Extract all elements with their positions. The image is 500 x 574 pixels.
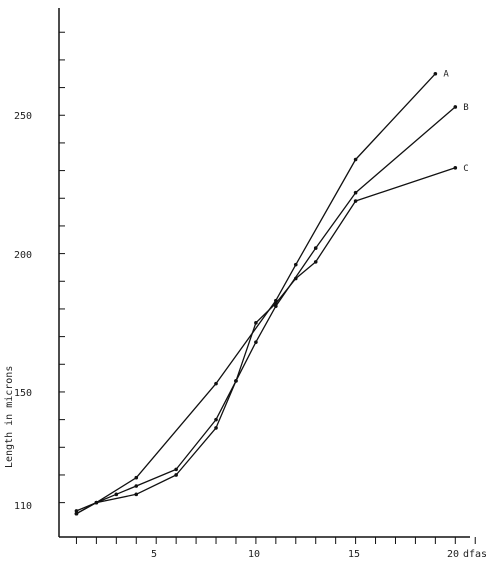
data-point-c bbox=[174, 467, 178, 472]
series-line-b bbox=[76, 106, 456, 515]
data-point-b bbox=[453, 105, 458, 109]
data-point-c bbox=[453, 166, 458, 170]
y-tick-labels: 110 150 200 250 bbox=[14, 111, 32, 512]
x-tick-label-15: 15 bbox=[348, 549, 360, 560]
series-line-a bbox=[76, 73, 436, 512]
y-minor-ticks bbox=[59, 31, 65, 504]
data-point-b bbox=[214, 426, 218, 430]
data-point-a bbox=[134, 475, 139, 480]
data-point-b bbox=[313, 246, 318, 250]
y-axis-title: Length in microns bbox=[4, 366, 15, 468]
data-point-c bbox=[274, 301, 278, 306]
data-point-c bbox=[293, 276, 298, 281]
data-point-a bbox=[293, 262, 298, 267]
plot-area: A B C bbox=[74, 70, 469, 516]
x-minor-ticks bbox=[75, 537, 476, 544]
series-label-b: B bbox=[463, 103, 468, 113]
x-tick-labels: 5 10 15 20 bbox=[151, 549, 459, 560]
data-point-b bbox=[353, 190, 358, 195]
series-line-c bbox=[76, 167, 456, 515]
data-point-c bbox=[234, 379, 238, 383]
data-point-c bbox=[353, 199, 358, 203]
data-point-c bbox=[114, 492, 119, 497]
x-tick-label-5: 5 bbox=[151, 549, 157, 560]
y-tick-label-200: 200 bbox=[14, 250, 32, 261]
data-point-c bbox=[214, 417, 218, 422]
data-point-c bbox=[94, 500, 99, 505]
data-point-a bbox=[214, 381, 218, 386]
data-point-a bbox=[74, 509, 79, 513]
data-point-c bbox=[313, 260, 318, 264]
series-label-c: C bbox=[463, 164, 468, 174]
series-label-a: A bbox=[443, 70, 449, 80]
x-axis-title: dfas bbox=[463, 549, 487, 560]
data-point-c bbox=[134, 484, 139, 488]
data-point-c bbox=[74, 511, 79, 516]
x-tick-label-10: 10 bbox=[248, 549, 260, 560]
x-tick-label-20: 20 bbox=[447, 549, 459, 560]
data-point-b bbox=[134, 492, 139, 497]
data-point-b bbox=[174, 473, 178, 477]
data-point-a bbox=[353, 157, 358, 162]
y-tick-label-110: 110 bbox=[14, 501, 32, 512]
y-tick-label-150: 150 bbox=[14, 388, 32, 399]
y-tick-label-250: 250 bbox=[14, 111, 32, 122]
data-point-b bbox=[274, 304, 278, 308]
data-point-c bbox=[254, 320, 258, 325]
data-point-a bbox=[433, 71, 438, 76]
data-point-b bbox=[254, 340, 258, 344]
